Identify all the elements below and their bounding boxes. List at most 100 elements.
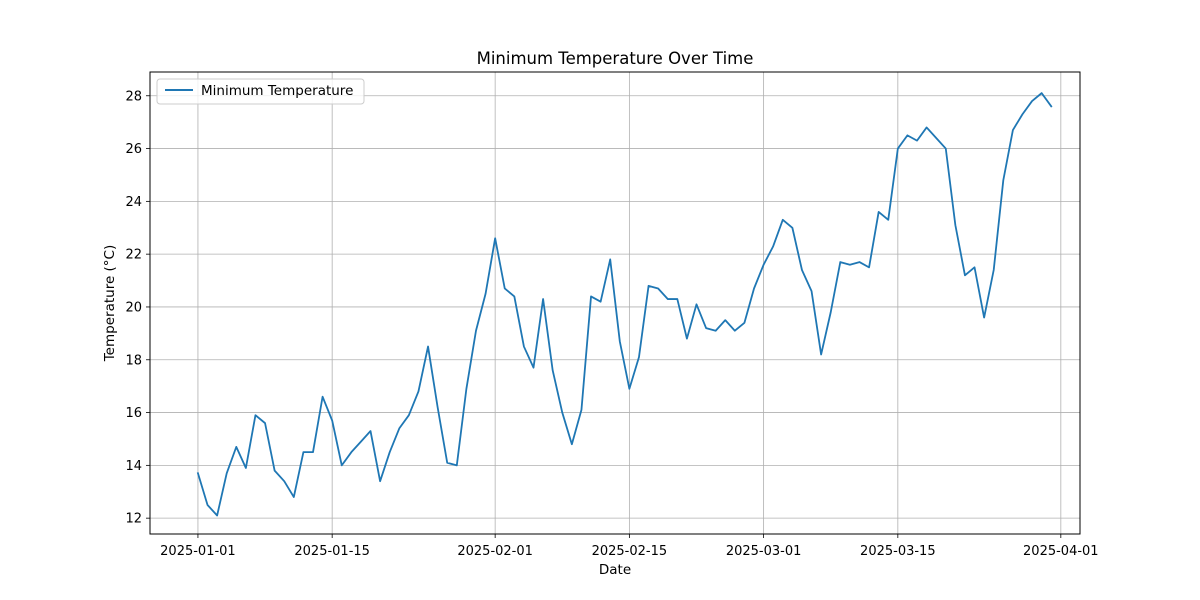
plot-area-frame — [149, 71, 1081, 535]
data-point — [724, 319, 726, 321]
data-point — [734, 330, 736, 332]
chart-title: Minimum Temperature Over Time — [477, 49, 754, 68]
x-tick-label: 2025-01-01 — [160, 544, 236, 559]
x-tick-label: 2025-02-01 — [457, 544, 533, 559]
data-point — [619, 340, 621, 342]
data-point — [782, 219, 784, 221]
legend-label: Minimum Temperature — [201, 83, 353, 99]
data-point — [667, 298, 669, 300]
data-point — [484, 293, 486, 295]
y-tick-label: 26 — [125, 142, 142, 157]
data-point — [408, 414, 410, 416]
data-point — [388, 451, 390, 453]
data-point — [571, 443, 573, 445]
grid-lines — [150, 72, 1080, 534]
data-point — [599, 300, 601, 302]
data-point — [810, 290, 812, 292]
data-point — [1002, 179, 1004, 181]
data-point — [226, 472, 228, 474]
data-point — [897, 147, 899, 149]
data-point — [235, 446, 237, 448]
data-point — [753, 287, 755, 289]
data-point — [676, 298, 678, 300]
data-point — [254, 414, 256, 416]
data-point — [906, 134, 908, 136]
y-tick-label: 22 — [125, 248, 142, 263]
data-point — [973, 266, 975, 268]
data-point — [398, 427, 400, 429]
data-point — [1031, 100, 1033, 102]
legend: Minimum Temperature — [156, 78, 365, 105]
data-point — [206, 504, 208, 506]
x-tick-label: 2025-04-01 — [1023, 544, 1099, 559]
data-point — [216, 514, 218, 516]
data-point — [964, 274, 966, 276]
data-point — [820, 353, 822, 355]
data-point — [197, 472, 199, 474]
data-point — [321, 396, 323, 398]
data-point — [638, 356, 640, 358]
data-point — [475, 330, 477, 332]
data-point — [858, 261, 860, 263]
data-point — [609, 258, 611, 260]
data-point — [1012, 129, 1014, 131]
data-point — [417, 390, 419, 392]
data-point — [283, 480, 285, 482]
data-point — [868, 266, 870, 268]
x-tick-label: 2025-03-15 — [860, 544, 936, 559]
series-layer — [196, 92, 1053, 517]
data-point — [532, 366, 534, 368]
data-point — [1040, 92, 1042, 94]
data-point — [705, 327, 707, 329]
data-point — [551, 369, 553, 371]
data-point — [331, 419, 333, 421]
data-point — [513, 295, 515, 297]
y-tick-label: 16 — [125, 406, 142, 421]
data-point — [801, 269, 803, 271]
y-axis-label: Temperature (°C) — [102, 245, 118, 363]
data-point — [264, 422, 266, 424]
data-point — [839, 261, 841, 263]
data-point — [772, 245, 774, 247]
data-point — [743, 322, 745, 324]
data-point — [350, 451, 352, 453]
y-tick-label: 12 — [125, 512, 142, 527]
data-point — [302, 451, 304, 453]
x-tick-label: 2025-03-01 — [726, 544, 802, 559]
data-point — [504, 287, 506, 289]
data-point — [341, 464, 343, 466]
data-point — [494, 237, 496, 239]
data-point — [523, 345, 525, 347]
x-tick-label: 2025-01-15 — [294, 544, 370, 559]
data-point — [446, 462, 448, 464]
data-point — [935, 137, 937, 139]
data-point — [954, 224, 956, 226]
data-point — [714, 330, 716, 332]
x-tick-label: 2025-02-15 — [592, 544, 668, 559]
data-point — [983, 316, 985, 318]
data-point — [561, 411, 563, 413]
data-point — [791, 227, 793, 229]
data-point — [580, 409, 582, 411]
data-point — [695, 303, 697, 305]
data-point — [273, 469, 275, 471]
data-point — [877, 211, 879, 213]
data-point — [849, 264, 851, 266]
x-axis-ticks: 2025-01-01 2025-01-15 2025-02-01 2025-02-15… — [160, 534, 1099, 559]
data-point — [1050, 105, 1052, 107]
y-tick-label: 18 — [125, 353, 142, 368]
data-point — [360, 440, 362, 442]
data-point — [686, 337, 688, 339]
data-point — [762, 264, 764, 266]
data-point — [312, 451, 314, 453]
data-point — [369, 430, 371, 432]
legend-box — [156, 78, 365, 105]
data-point — [590, 295, 592, 297]
data-point — [945, 147, 947, 149]
data-point — [293, 496, 295, 498]
data-point — [993, 269, 995, 271]
y-axis-ticks: 12 14 16 18 20 22 24 26 28 — [125, 89, 150, 527]
data-point — [657, 287, 659, 289]
data-point — [925, 126, 927, 128]
